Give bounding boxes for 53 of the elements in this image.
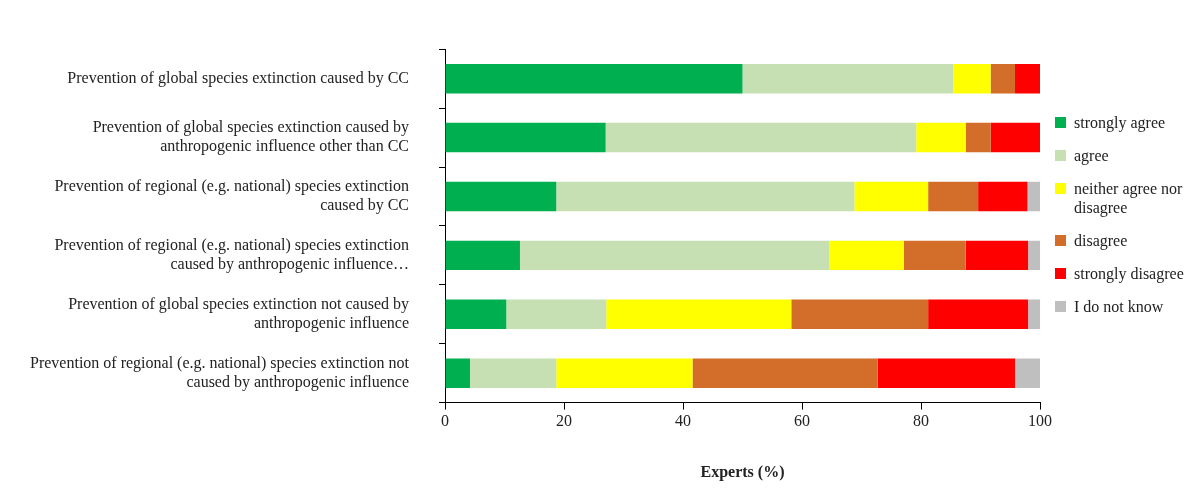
bar xyxy=(445,63,743,94)
x-tick-label: 0 xyxy=(441,412,449,430)
y-tick-label: Prevention of global species extinction not caused by anthropogenic influence xyxy=(68,294,409,333)
legend-label: disagree xyxy=(1074,230,1128,250)
bar xyxy=(1015,358,1040,388)
bar xyxy=(829,240,904,271)
x-tick-label: 60 xyxy=(794,412,810,430)
y-tick-label: Prevention of regional (e.g. national) species extinction caused by anthropogenic influence… xyxy=(54,235,409,274)
bar xyxy=(928,299,1029,329)
bar xyxy=(506,299,607,329)
bar xyxy=(990,122,1040,153)
bar xyxy=(1028,299,1040,329)
bar xyxy=(692,358,878,388)
bar xyxy=(469,358,557,388)
y-tick-label: Prevention of global species extinction caused by CC xyxy=(67,68,409,87)
bar xyxy=(445,240,520,271)
bar xyxy=(606,299,792,329)
bar xyxy=(990,63,1016,94)
bar xyxy=(1027,181,1040,212)
bar xyxy=(742,63,954,94)
bar xyxy=(556,358,693,388)
bar xyxy=(605,122,917,153)
bar xyxy=(916,122,966,153)
bar xyxy=(978,181,1028,212)
bar xyxy=(928,181,979,212)
x-axis-title: Experts (%) xyxy=(700,462,785,481)
bar xyxy=(445,358,470,388)
bar xyxy=(953,63,991,94)
x-tick-label: 20 xyxy=(556,412,572,430)
x-tick-label: 80 xyxy=(913,412,929,430)
legend-label: strongly disagree xyxy=(1074,263,1184,283)
bar xyxy=(445,299,507,329)
y-tick-label: Prevention of regional (e.g. national) species extinction not caused by anthropogenic influence xyxy=(30,353,410,391)
bar xyxy=(445,181,557,212)
y-tick-label: Prevention of regional (e.g. national) species extinction caused by CC xyxy=(54,177,409,215)
bar xyxy=(556,181,855,212)
legend-label: I do not know xyxy=(1074,296,1164,316)
bar xyxy=(903,240,966,271)
bar xyxy=(877,358,1016,388)
bar xyxy=(965,122,991,153)
bar xyxy=(965,240,1029,271)
legend-label: neither agree nor disagree xyxy=(1074,178,1184,217)
bar xyxy=(1028,240,1040,271)
legend-label: agree xyxy=(1074,145,1109,165)
bar xyxy=(519,240,830,271)
legend-label: strongly agree xyxy=(1074,112,1166,132)
bar xyxy=(1015,63,1040,94)
bar xyxy=(791,299,929,329)
x-tick-label: 100 xyxy=(1028,412,1052,430)
x-tick-label: 40 xyxy=(675,412,691,430)
y-tick-label: Prevention of global species extinction caused by anthropogenic influence other than CC xyxy=(92,118,409,156)
bar xyxy=(854,181,929,212)
bar xyxy=(445,122,606,153)
